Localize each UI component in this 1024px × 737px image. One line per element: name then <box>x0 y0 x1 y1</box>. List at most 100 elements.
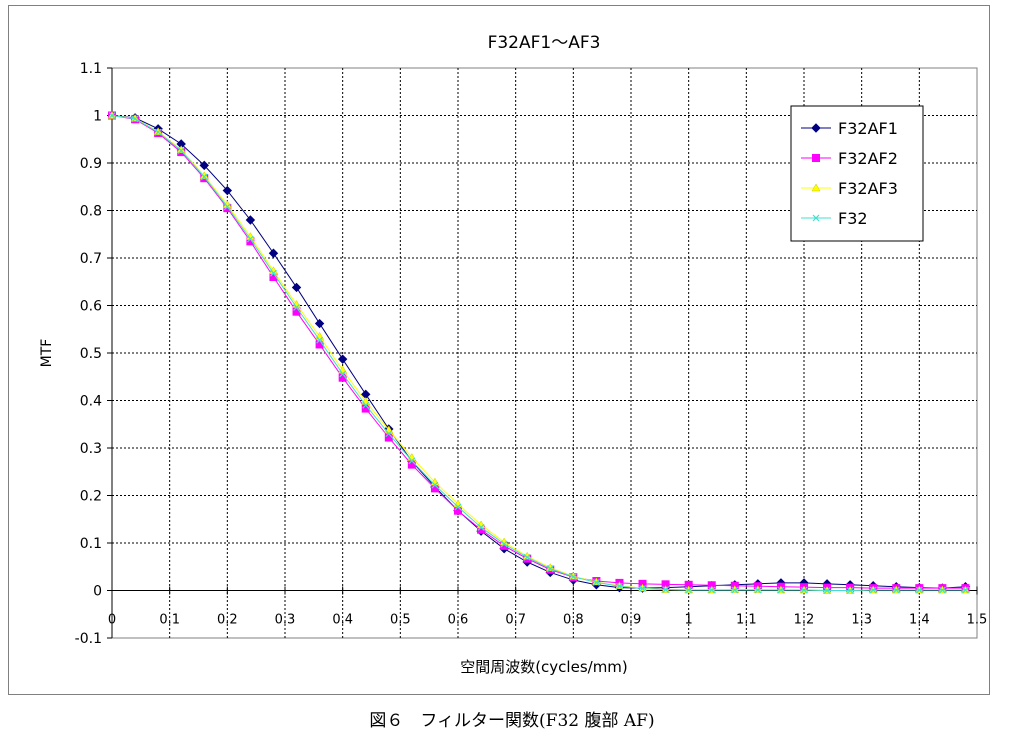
y-tick-label: 0.6 <box>80 299 102 315</box>
data-point <box>638 583 647 592</box>
x-marker-stroke <box>777 586 785 594</box>
data-point <box>131 115 139 123</box>
x-marker-stroke <box>408 457 416 465</box>
y-tick-label: 0.8 <box>80 204 102 220</box>
x-marker-stroke <box>293 303 300 311</box>
data-point <box>454 503 462 511</box>
legend-item: F32 <box>801 209 868 228</box>
x-marker-stroke <box>639 585 646 593</box>
x-marker-stroke <box>270 269 277 277</box>
y-tick-label: 0.5 <box>80 346 102 362</box>
data-point <box>685 586 693 594</box>
x-marker-stroke <box>569 573 577 581</box>
x-marker-stroke <box>200 173 208 181</box>
y-tick-label: 0.3 <box>80 441 102 457</box>
y-axis-label: MTF <box>39 339 55 368</box>
x-marker-stroke <box>962 586 969 594</box>
x-marker-stroke <box>592 579 600 586</box>
x-marker-stroke <box>223 203 231 211</box>
data-point <box>777 586 785 594</box>
data-point <box>846 587 854 594</box>
x-marker-stroke <box>454 503 462 511</box>
data-point <box>246 235 254 243</box>
x-tick-label: 0.5 <box>390 613 411 628</box>
y-tick-label: 0 <box>93 584 102 600</box>
x-marker-stroke <box>131 115 139 123</box>
data-point <box>316 336 324 344</box>
x-marker-stroke <box>108 112 116 119</box>
x-tick-label: 0.8 <box>563 613 584 628</box>
x-marker-stroke <box>546 565 554 573</box>
x-tick-label: 0.1 <box>159 613 180 628</box>
x-marker-stroke <box>523 553 531 561</box>
y-tick-label: 0.7 <box>80 251 102 267</box>
data-point <box>662 586 670 593</box>
mtf-chart: 0 0.1 0.2 0.3 0.4 0.5 0.6 0.7 0.8 0.9 1 1.1 1.2 1.3 1.… <box>39 33 987 676</box>
x-marker-stroke <box>708 586 716 594</box>
x-axis-label: 空間周波数(cycles/mm) <box>460 658 628 676</box>
x-tick-label: 0.2 <box>217 613 238 628</box>
data-point <box>293 303 300 311</box>
y-tick-label: 0.4 <box>80 394 102 410</box>
series-layer <box>107 110 971 594</box>
legend-swatch-marker <box>812 154 820 162</box>
grid-lines <box>112 68 977 638</box>
x-marker-stroke <box>662 586 670 593</box>
chart-title: F32AF1～AF3 <box>488 33 601 53</box>
series-f32 <box>108 112 969 594</box>
x-marker-stroke <box>431 481 439 489</box>
data-point <box>754 586 762 594</box>
y-tick-label: -0.1 <box>75 631 102 647</box>
x-marker-stroke <box>938 586 946 594</box>
x-marker-stroke <box>812 214 820 222</box>
data-point <box>384 433 393 442</box>
y-tick-label: 1.1 <box>80 61 102 77</box>
data-point <box>962 586 969 594</box>
data-point <box>337 354 348 364</box>
data-point <box>938 586 946 594</box>
data-point <box>915 586 923 594</box>
x-marker-stroke <box>177 147 185 155</box>
y-tick-label: 1 <box>93 109 102 125</box>
data-point <box>730 585 740 593</box>
x-marker-stroke <box>892 586 900 594</box>
data-point <box>291 282 302 293</box>
data-point <box>639 585 646 593</box>
data-point <box>431 481 439 489</box>
x-tick-label: 0.4 <box>332 613 353 628</box>
data-point <box>339 370 347 378</box>
x-marker-stroke <box>685 586 693 594</box>
x-marker-stroke <box>915 586 923 594</box>
series-line <box>111 115 966 591</box>
y-tick-label: 0.2 <box>80 489 102 505</box>
data-point <box>362 401 370 409</box>
x-marker-stroke <box>246 235 254 243</box>
legend-item: F32AF1 <box>801 119 898 138</box>
data-point <box>708 586 716 594</box>
x-marker-stroke <box>316 336 324 344</box>
x-tick-label: 0.3 <box>275 613 296 628</box>
data-point <box>199 160 209 171</box>
legend-label: F32 <box>838 209 868 228</box>
data-point <box>477 523 485 531</box>
data-point <box>616 582 623 590</box>
legend-item: F32AF2 <box>801 149 898 168</box>
x-marker-stroke <box>846 587 854 594</box>
legend-swatch-marker <box>811 123 821 133</box>
data-point <box>108 112 116 119</box>
data-point <box>314 318 325 329</box>
data-point <box>407 460 416 469</box>
data-point <box>200 173 208 181</box>
data-point <box>731 586 739 594</box>
x-tick-label: 1 <box>685 613 693 628</box>
data-point <box>268 248 279 258</box>
data-point <box>454 506 462 515</box>
x-tick-label: 0.7 <box>505 613 526 628</box>
data-point <box>753 585 763 593</box>
x-tick-label: 1.1 <box>736 613 757 628</box>
data-point <box>223 203 231 211</box>
x-marker-stroke <box>869 586 877 594</box>
x-tick-label: 0.6 <box>448 613 469 628</box>
data-point <box>800 586 808 594</box>
data-point <box>222 185 233 196</box>
